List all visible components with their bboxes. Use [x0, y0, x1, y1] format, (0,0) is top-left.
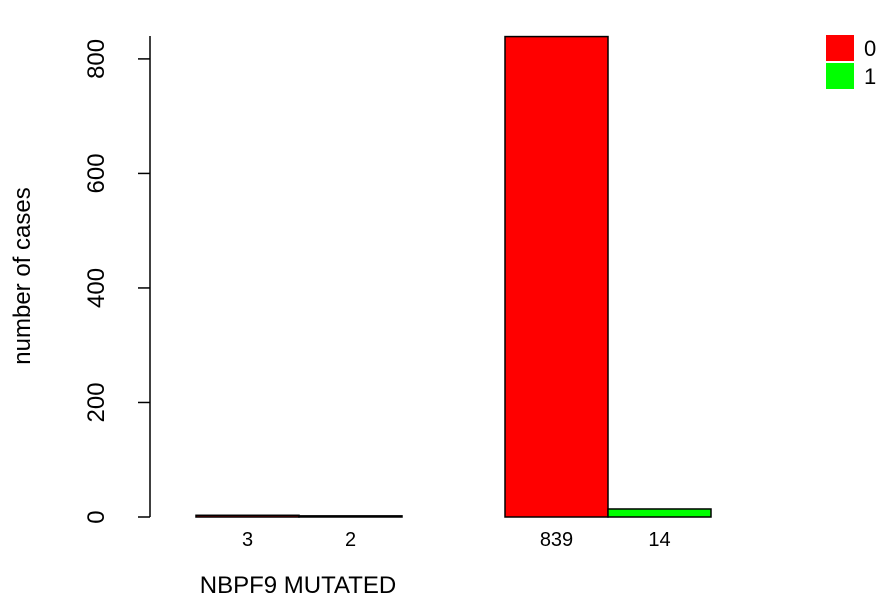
bar-0-group-2 [504, 35, 609, 518]
y-ticks: 0 200 400 600 800 [83, 39, 150, 524]
bar-labels: 3 2 839 14 [242, 529, 671, 551]
legend: 01 [826, 35, 876, 89]
y-tick-label: 800 [83, 39, 110, 79]
y-tick-label: 600 [83, 153, 110, 193]
bars [195, 35, 712, 518]
y-axis: 0 200 400 600 800 [83, 36, 151, 524]
bar-0-group-1 [195, 514, 300, 518]
legend-label-0: 0 [864, 36, 876, 61]
y-axis-label: number of cases [9, 187, 36, 364]
bar-value-label: 2 [345, 529, 356, 551]
bar-1-group-1 [298, 515, 403, 518]
bar-1-group-2 [607, 508, 712, 518]
legend-swatch-0 [826, 35, 854, 61]
legend-label-1: 1 [864, 64, 876, 89]
y-tick-label: 400 [83, 268, 110, 308]
x-axis-label: NBPF9 MUTATED [200, 572, 396, 598]
y-tick-label: 0 [83, 510, 110, 523]
bar-value-label: 14 [648, 529, 670, 551]
y-tick-label: 200 [83, 382, 110, 422]
legend-swatch-1 [826, 63, 854, 89]
bar-value-label: 3 [242, 529, 253, 551]
bar-value-label: 839 [540, 529, 573, 551]
